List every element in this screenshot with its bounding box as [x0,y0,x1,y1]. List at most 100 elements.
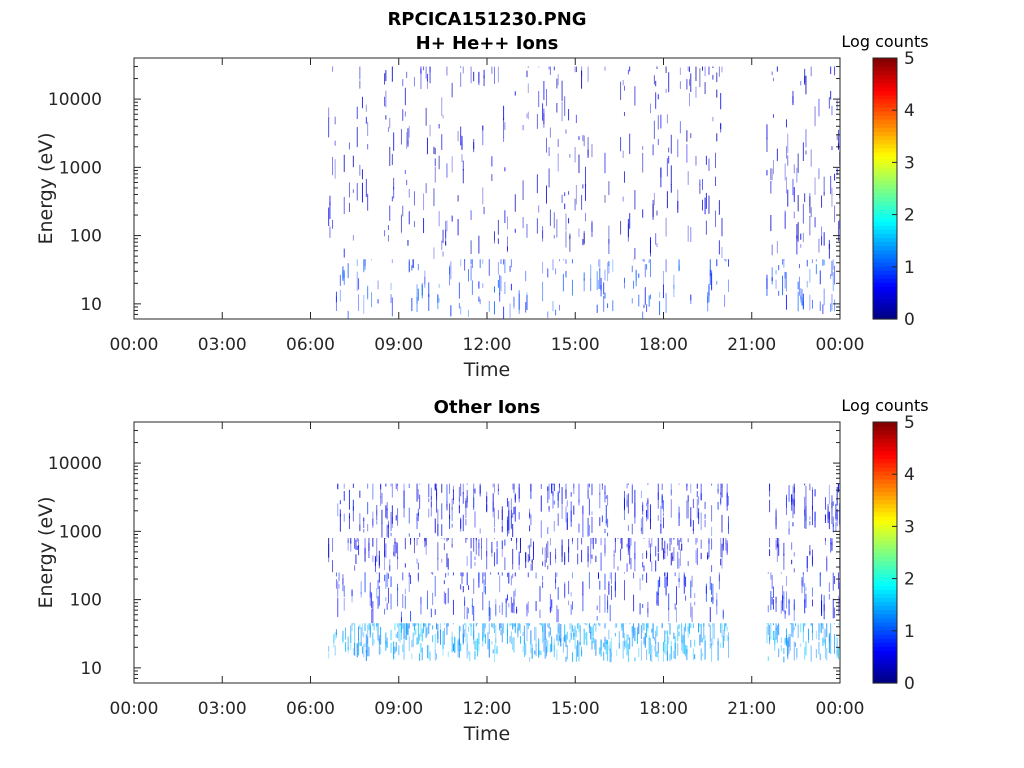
spectrogram-cell [830,90,832,100]
spectrogram-cell [583,135,585,147]
colorbar-segment [873,426,897,431]
spectrogram-cell [798,263,800,269]
spectrogram-cell [556,605,558,623]
spectrogram-cell [556,572,558,577]
spectrogram-cell [552,301,554,312]
colorbar-segment [873,552,897,558]
spectrogram-cell [411,297,413,312]
spectrogram-cell [372,610,374,623]
spectrogram-cell [665,217,667,237]
spectrogram-cell [627,537,629,555]
spectrogram-cell [720,558,722,566]
spectrogram-cell [545,185,547,204]
spectrogram-cell [530,630,532,645]
spectrogram-cell [552,494,554,509]
spectrogram-cell [835,522,837,532]
spectrogram-cell [417,508,419,522]
spectrogram-cell [393,641,395,659]
spectrogram-cell [769,499,771,513]
spectrogram-cell [364,623,366,632]
spectrogram-cell [443,537,445,540]
spectrogram-cell [496,646,498,655]
spectrogram-cell [501,526,503,533]
colorbar-segment [873,499,897,505]
spectrogram-cell [363,294,365,314]
spectrogram-cell [460,306,462,315]
spectrogram-cell [793,626,795,631]
spectrogram-cell [587,66,589,82]
spectrogram-cell [549,537,551,546]
spectrogram-cell [642,209,644,218]
spectrogram-cell [432,635,434,643]
spectrogram-cell [501,509,503,529]
spectrogram-cell [587,553,589,568]
spectrogram-cell [607,600,609,613]
spectrogram-cell [661,483,663,491]
spectrogram-cell [712,583,714,601]
spectrogram-cell [690,639,692,648]
colorbar-tick-label: 0 [904,674,915,694]
spectrogram-cell [629,637,631,650]
spectrogram-cell [565,506,567,523]
spectrogram-cell [809,545,811,554]
colorbar-segment [873,135,897,141]
spectrogram-cell [705,583,707,602]
spectrogram-cell [772,160,774,175]
spectrogram-cell [587,546,589,562]
x-tick-label: 15:00 [551,335,600,355]
spectrogram-cell [687,66,689,72]
spectrogram-cell [716,592,718,607]
spectrogram-cell [506,236,508,253]
spectrogram-cell [509,303,511,319]
spectrogram-cell [717,488,719,495]
spectrogram-cell [552,491,554,496]
colorbar-segment [873,233,897,239]
colorbar-tick-label: 4 [904,465,915,485]
spectrogram-cell [631,626,633,647]
spectrogram-cell [491,623,493,628]
spectrogram-cell [599,268,601,289]
spectrogram-cell [384,574,386,582]
spectrogram-cell [642,623,644,633]
spectrogram-cell [348,182,350,198]
spectrogram-cell [491,549,493,557]
spectrogram-cell [545,89,547,106]
spectrogram-cell [400,214,402,232]
spectrogram-cell [497,509,499,520]
spectrogram-cell [686,79,688,90]
spectrogram-cell [473,489,475,508]
spectrogram-cell [451,543,453,548]
spectrogram-cell [434,649,436,661]
spectrogram-cell [566,500,568,507]
spectrogram-cell [343,585,345,598]
spectrogram-cell [797,153,799,173]
spectrogram-cell [518,290,520,310]
spectrogram-cell [636,633,638,644]
x-tick-label: 18:00 [639,699,688,719]
colorbar-segment [873,298,897,304]
spectrogram-cell [493,623,495,633]
spectrogram-cell [390,642,392,653]
spectrogram-cell [679,81,681,89]
colorbar-tick-label: 3 [904,517,915,537]
spectrogram-cell [724,623,726,641]
spectrogram-cell [612,300,614,312]
spectrogram-cell [499,575,501,593]
spectrogram-cell [557,493,559,508]
spectrogram-cell [372,483,374,500]
spectrogram-cell [452,643,454,652]
spectrogram-cell [352,648,354,656]
spectrogram-cell [826,555,828,571]
spectrogram-cell [771,168,773,181]
spectrogram-cell [778,290,780,296]
spectrogram-cell [352,506,354,522]
spectrogram-cell [509,636,511,643]
spectrogram-cell [404,111,406,117]
spectrogram-cell [424,537,426,548]
spectrogram-cell [610,637,612,657]
spectrogram-cell [629,213,631,229]
spectrogram-cell [510,510,512,530]
spectrogram-cell [542,226,544,239]
spectrogram-cell [644,287,646,305]
spectrogram-cell [446,220,448,232]
